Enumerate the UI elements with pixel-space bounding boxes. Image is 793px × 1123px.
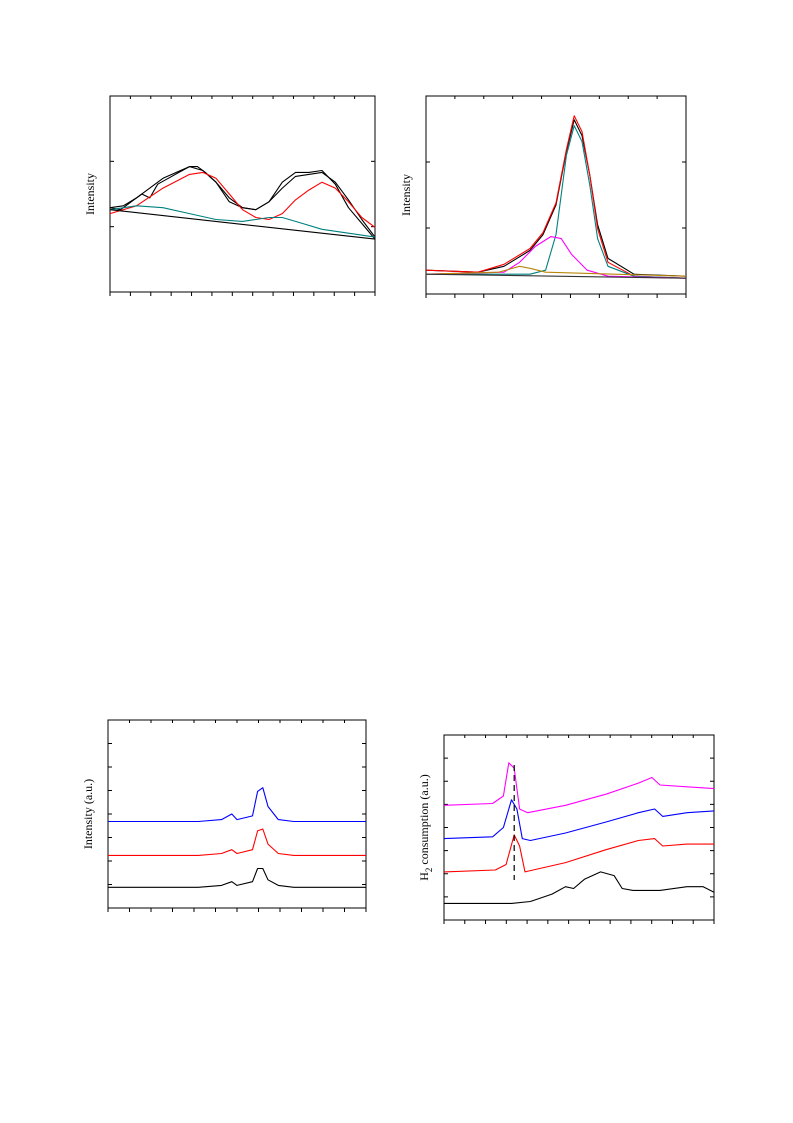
series-line-1 bbox=[108, 828, 366, 856]
series-line-4 bbox=[425, 265, 687, 277]
y-axis-label: Intensity bbox=[83, 173, 97, 215]
series-line-1 bbox=[109, 166, 376, 238]
series-line-1 bbox=[443, 799, 715, 842]
series-line-0 bbox=[425, 119, 687, 277]
chart-top-left: Intensity bbox=[83, 95, 376, 296]
series-line-2 bbox=[426, 125, 687, 279]
plot-frame bbox=[425, 95, 687, 295]
y-axis-label: Intensity (a.u.) bbox=[81, 779, 95, 849]
series-line-5 bbox=[425, 273, 687, 279]
series-line-4 bbox=[109, 209, 376, 240]
series-line-2 bbox=[443, 834, 714, 873]
series-line-1 bbox=[425, 115, 687, 279]
series-line-0 bbox=[109, 166, 376, 240]
y-axis-label: H2 consumption (a.u.) bbox=[417, 774, 434, 881]
plot-frame bbox=[107, 719, 367, 909]
chart-top-right: Intensity bbox=[399, 95, 687, 298]
plot-frame bbox=[443, 734, 715, 921]
chart-bottom-right: H2 consumption (a.u.) bbox=[417, 734, 715, 924]
series-line-3 bbox=[444, 871, 715, 904]
series-line-0 bbox=[108, 787, 366, 823]
series-line-3 bbox=[109, 205, 376, 238]
chart-bottom-left: Intensity (a.u.) bbox=[81, 719, 367, 912]
series-line-0 bbox=[443, 762, 715, 814]
y-axis-label: Intensity bbox=[399, 174, 413, 216]
series-line-2 bbox=[108, 867, 366, 888]
series-line-2 bbox=[109, 171, 376, 228]
plot-frame bbox=[109, 95, 376, 293]
